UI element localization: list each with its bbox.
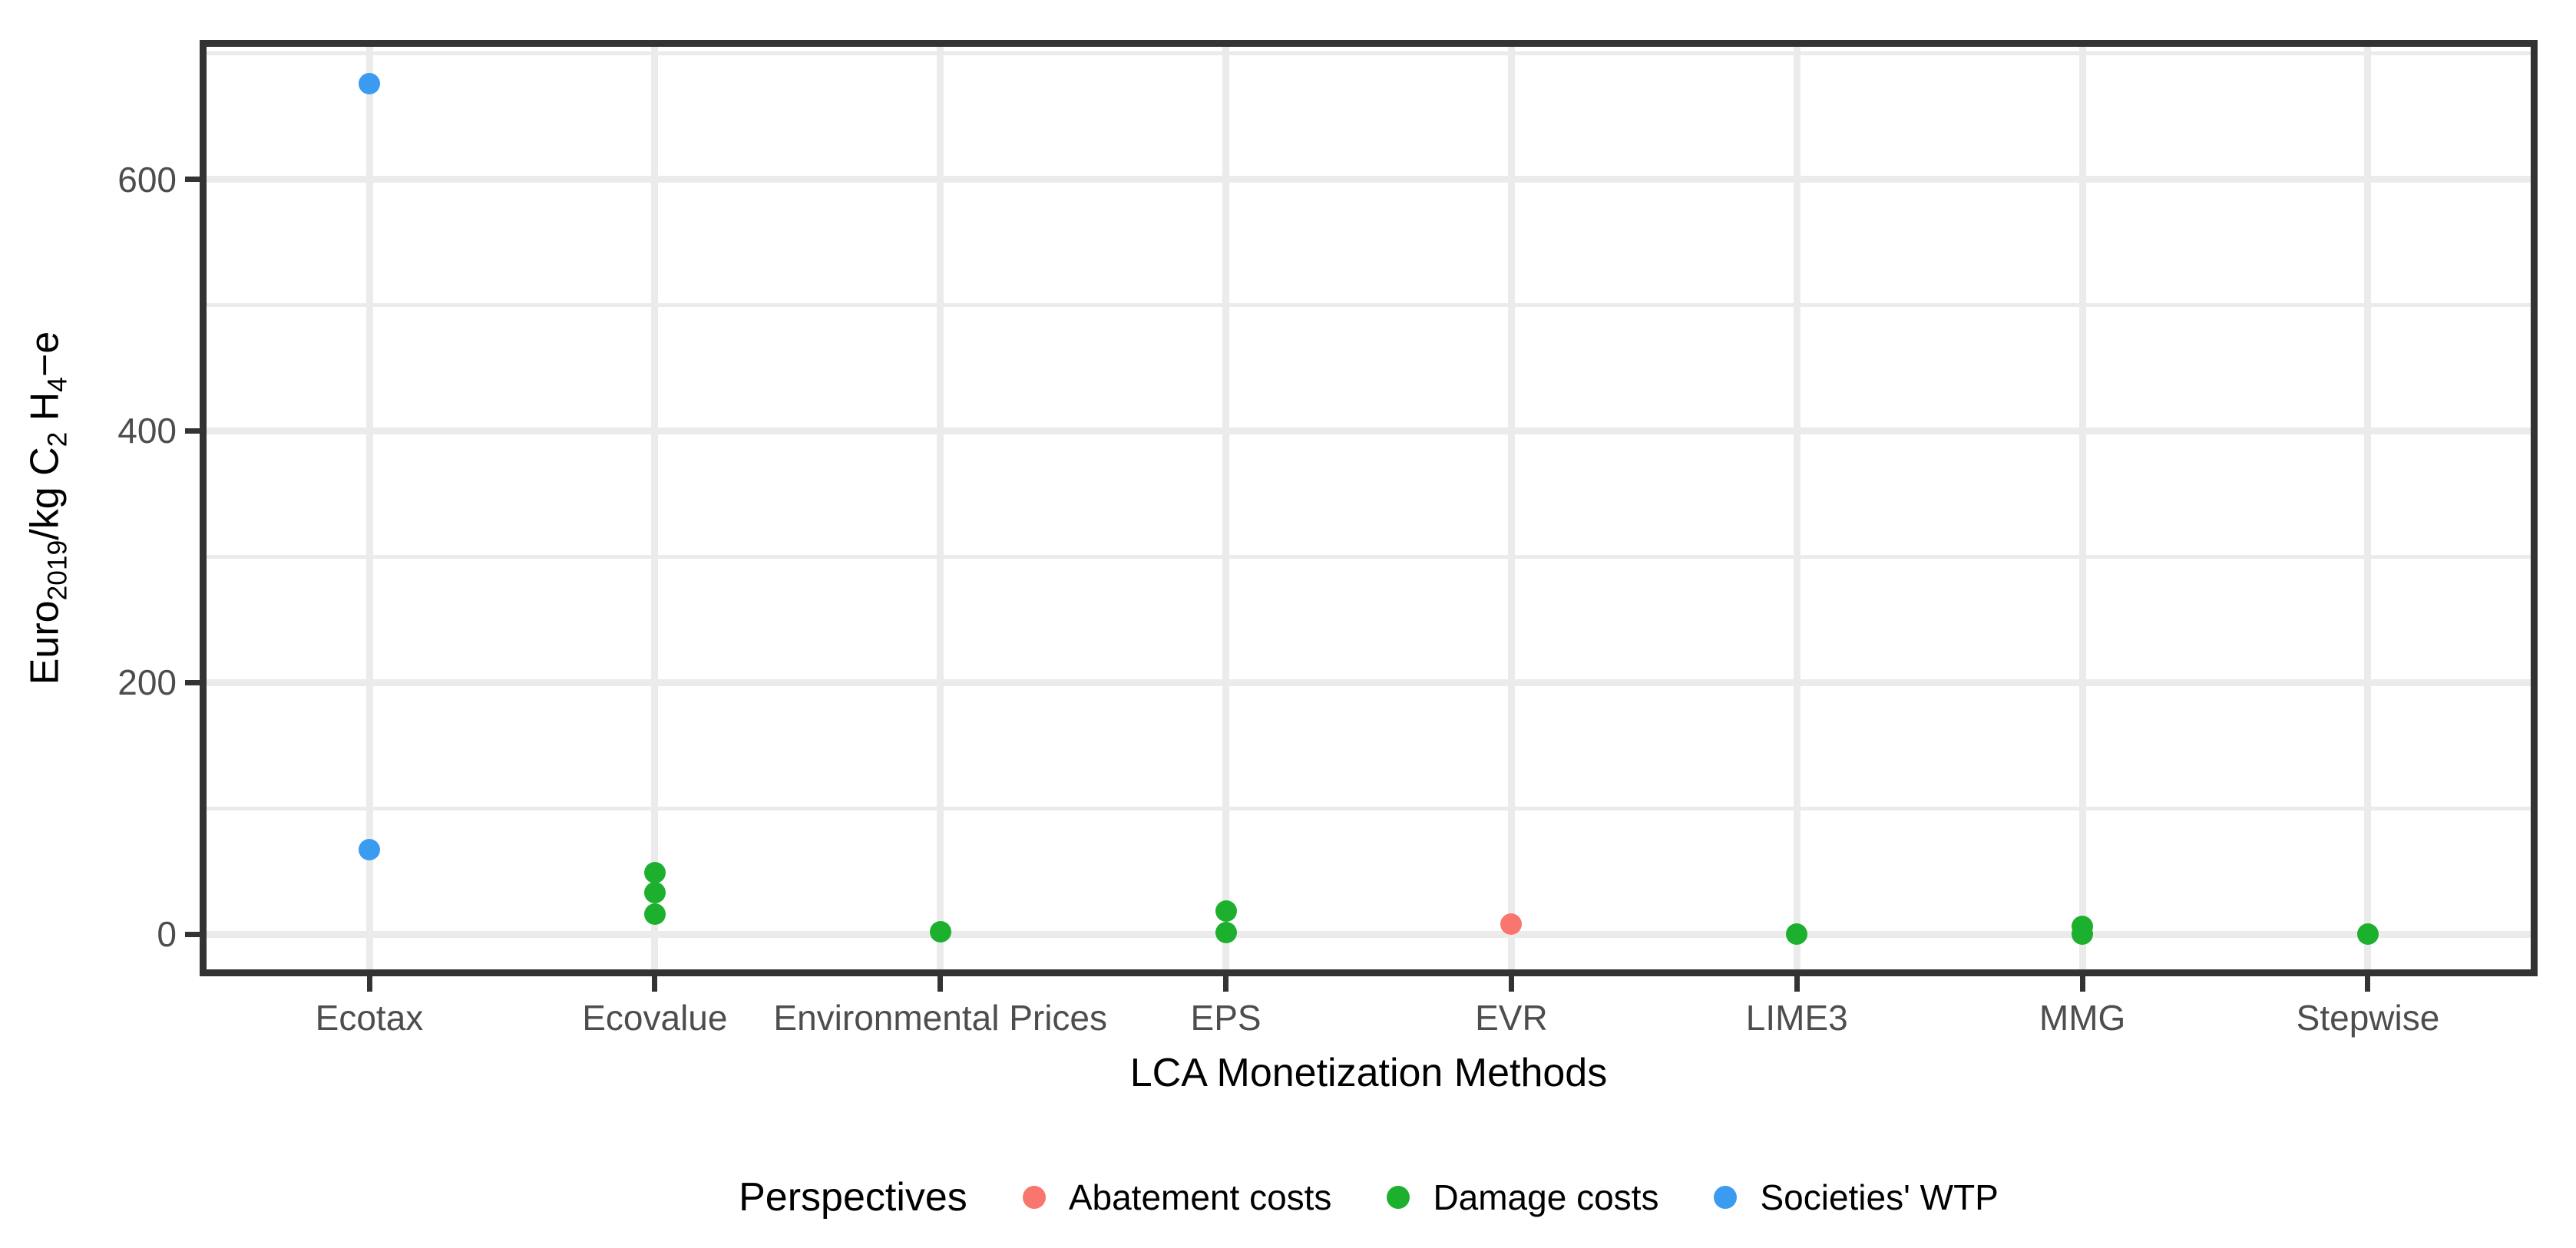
legend: Perspectives Abatement costs Damage costs… (200, 1167, 2538, 1228)
y-tick-label-0: 0 (157, 914, 177, 954)
y-tick-600 (185, 177, 200, 183)
legend-item-label: Abatement costs (1068, 1177, 1332, 1217)
legend-item-societies-wtp: Societies' WTP (1714, 1177, 1999, 1218)
x-tick-label-ecovalue: Ecovalue (582, 998, 728, 1038)
data-point-eps (1215, 900, 1237, 923)
y-axis-title-part: 2019 (42, 540, 73, 601)
gridline-x-eps (1222, 40, 1230, 976)
gridline-major-y-400 (200, 427, 2538, 434)
y-axis-title-part: /kg C (22, 447, 68, 540)
gridline-minor-y-100 (200, 806, 2538, 811)
x-tick-label-stepwise: Stepwise (2296, 998, 2440, 1038)
x-tick-evr (1508, 976, 1514, 992)
gridline-x-environmental-prices (937, 40, 944, 976)
data-point-ecotax (359, 839, 380, 861)
gridline-x-stepwise (2364, 40, 2372, 976)
gridline-x-evr (1507, 40, 1515, 976)
y-tick-400 (185, 428, 200, 434)
y-tick-label-400: 400 (117, 411, 177, 451)
x-tick-lime3 (1794, 976, 1800, 992)
x-tick-environmental-prices (937, 976, 944, 992)
y-axis-title-part: −e (22, 331, 68, 378)
x-axis-title-row: LCA Monetization Methods (200, 1050, 2538, 1096)
data-point-environmental-prices (929, 920, 951, 943)
data-point-evr (1500, 913, 1523, 935)
x-tick-label-lime3: LIME3 (1745, 998, 1848, 1038)
data-point-stepwise (2356, 923, 2379, 945)
x-tick-label-ecotax: Ecotax (315, 998, 424, 1038)
x-tick-mmg (2079, 976, 2085, 992)
legend-item-damage-costs: Damage costs (1387, 1177, 1658, 1218)
gridline-x-ecovalue (651, 40, 659, 976)
x-tick-ecovalue (652, 976, 658, 992)
data-point-mmg (2072, 923, 2094, 945)
data-point-ecovalue (643, 903, 666, 925)
y-axis-title: Euro2019/kg C2 H4−e (21, 332, 73, 685)
legend-key-dot (1714, 1186, 1738, 1209)
y-tick-label-600: 600 (117, 159, 177, 200)
x-tick-label-eps: EPS (1190, 998, 1262, 1038)
data-point-lime3 (1786, 923, 1808, 945)
x-axis-title: LCA Monetization Methods (1129, 1051, 1608, 1095)
legend-title: Perspectives (739, 1175, 967, 1220)
gridline-x-mmg (2078, 40, 2086, 976)
legend-item-label: Societies' WTP (1760, 1177, 1999, 1217)
gridline-minor-y-700 (200, 51, 2538, 56)
y-axis-title-part: 2 (42, 431, 73, 447)
x-tick-ecotax (366, 976, 372, 992)
x-tick-stepwise (2365, 976, 2371, 992)
gridline-major-y-0 (200, 930, 2538, 938)
gridline-x-lime3 (1793, 40, 1801, 976)
legend-item-abatement-costs: Abatement costs (1022, 1177, 1332, 1218)
legend-key-dot (1022, 1186, 1046, 1209)
x-tick-label-environmental-prices: Environmental Prices (773, 998, 1108, 1038)
gridline-major-y-600 (200, 176, 2538, 183)
legend-item-label: Damage costs (1433, 1177, 1659, 1217)
x-tick-label-evr: EVR (1475, 998, 1548, 1038)
data-point-ecovalue (643, 881, 666, 903)
data-point-eps (1215, 922, 1237, 944)
gridline-minor-y-500 (200, 303, 2538, 307)
y-axis-title-part: Euro (22, 600, 68, 685)
y-axis-title-part: H (22, 391, 68, 432)
plot-panel (200, 40, 2538, 976)
y-axis-title-part: 4 (42, 377, 73, 392)
gridline-minor-y-300 (200, 554, 2538, 559)
gridline-x-ecotax (365, 40, 373, 976)
y-tick-label-200: 200 (117, 662, 177, 703)
y-tick-0 (185, 931, 200, 937)
x-tick-eps (1223, 976, 1229, 992)
y-tick-200 (185, 679, 200, 685)
x-tick-label-mmg: MMG (2039, 998, 2126, 1038)
legend-key-dot (1387, 1186, 1410, 1209)
gridline-major-y-200 (200, 678, 2538, 686)
data-point-ecovalue (643, 861, 666, 883)
data-point-ecotax (359, 73, 380, 95)
